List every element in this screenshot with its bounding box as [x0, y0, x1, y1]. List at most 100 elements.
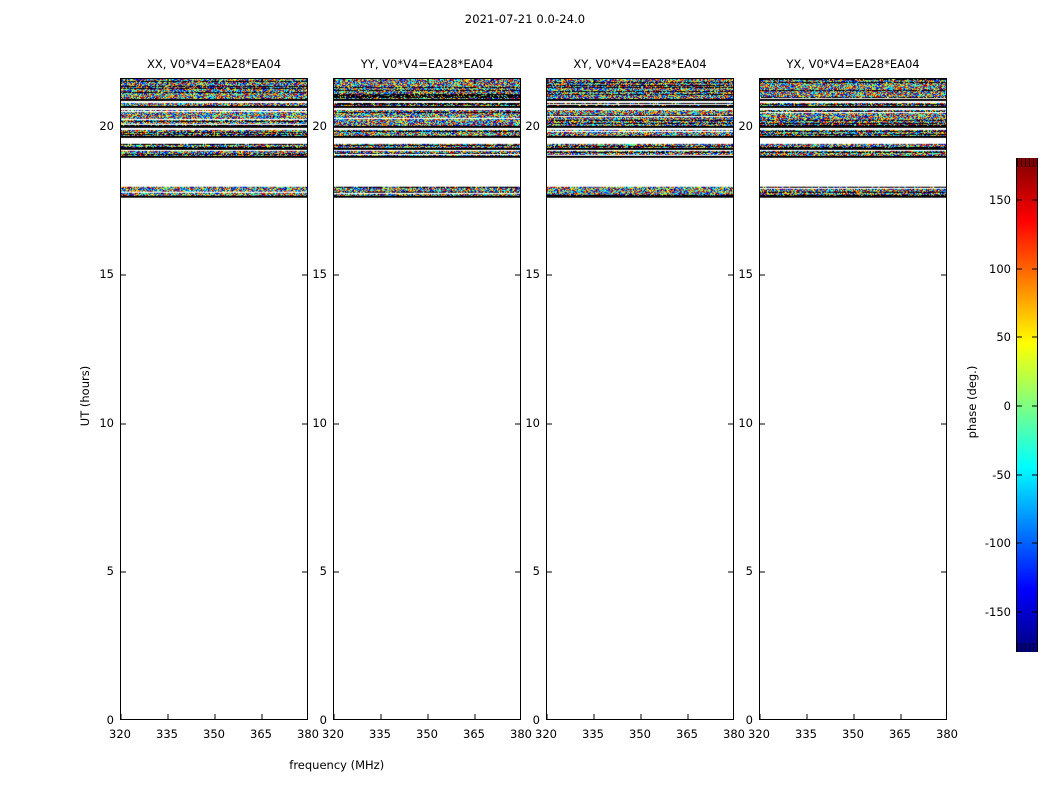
x-tick-label: 350	[842, 727, 864, 741]
y-tick-label: 5	[745, 564, 753, 579]
x-tick-mark	[380, 79, 382, 84]
y-tick-mark	[334, 274, 339, 276]
y-tick-mark	[121, 126, 126, 128]
y-tick-label: 10	[525, 415, 540, 430]
x-tick-mark	[593, 79, 595, 84]
x-tick-mark	[687, 79, 689, 84]
x-tick-mark	[261, 714, 263, 719]
y-tick-label: 20	[312, 118, 327, 133]
colorbar-tick-label: -100	[984, 536, 1011, 551]
x-tick-mark	[947, 79, 948, 84]
colorbar-tick-mark	[1017, 268, 1022, 270]
y-tick-mark	[760, 274, 765, 276]
x-tick-mark	[308, 714, 309, 719]
y-tick-mark	[547, 126, 552, 128]
x-tick-mark	[427, 79, 429, 84]
y-tick-mark	[334, 423, 339, 425]
x-tick-mark	[734, 714, 735, 719]
y-tick-label: 5	[319, 564, 327, 579]
y-tick-mark	[121, 274, 126, 276]
colorbar[interactable]: -150 -100 -50 0 50 100 150	[985, 158, 1038, 652]
subplot-xx: XX, V0*V4=EA28*EA04 0 5 10 15 20 320 335 350 365 3…	[99, 57, 319, 741]
y-tick-mark	[941, 274, 946, 276]
subplot-yy: YY, V0*V4=EA28*EA04 0 5 10 15 20 320 335 350 365 3…	[312, 57, 532, 741]
y-tick-label: 10	[99, 415, 114, 430]
x-tick-mark	[521, 714, 522, 719]
x-tick-label: 335	[369, 727, 391, 741]
colorbar-extend-top-hatch	[1017, 158, 1037, 167]
colorbar-tick-label: 150	[989, 193, 1011, 208]
y-tick-label: 15	[738, 267, 753, 282]
y-tick-mark	[941, 126, 946, 128]
x-tick-mark	[853, 714, 855, 719]
y-tick-mark	[121, 423, 126, 425]
x-tick-mark	[640, 714, 642, 719]
colorbar-tick-mark	[1017, 336, 1022, 338]
colorbar-label: phase (deg.)	[965, 365, 979, 439]
plot-area-xx[interactable]	[120, 78, 308, 720]
y-tick-mark	[334, 126, 339, 128]
x-tick-label: 365	[676, 727, 698, 741]
x-tick-mark	[334, 79, 335, 84]
y-tick-label: 20	[525, 118, 540, 133]
y-tick-mark	[728, 423, 733, 425]
x-tick-label: 350	[629, 727, 651, 741]
x-tick-mark	[947, 714, 948, 719]
colorbar-tick-label: 50	[996, 330, 1011, 345]
x-tick-mark	[261, 79, 263, 84]
x-tick-label: 320	[535, 727, 557, 741]
x-tick-mark	[121, 79, 122, 84]
x-tick-mark	[214, 79, 216, 84]
y-tick-mark	[760, 126, 765, 128]
y-tick-label: 15	[99, 267, 114, 282]
x-tick-mark	[760, 79, 761, 84]
y-tick-mark	[302, 274, 307, 276]
y-tick-mark	[547, 571, 552, 573]
colorbar-tick-mark	[1032, 405, 1037, 407]
x-tick-mark	[900, 79, 902, 84]
x-tick-label: 350	[203, 727, 225, 741]
y-tick-mark	[728, 571, 733, 573]
colorbar-tick-mark	[1017, 474, 1022, 476]
y-tick-label: 10	[738, 415, 753, 430]
colorbar-tick-mark	[1017, 199, 1022, 201]
y-tick-label: 15	[525, 267, 540, 282]
plot-area-xy[interactable]	[546, 78, 734, 720]
colorbar-extend-bottom-hatch	[1017, 643, 1037, 652]
colorbar-tick-mark	[1032, 542, 1037, 544]
x-tick-mark	[474, 714, 476, 719]
x-tick-mark	[308, 79, 309, 84]
colorbar-tick-label: -150	[984, 604, 1011, 619]
x-tick-label: 380	[723, 727, 745, 741]
y-tick-label: 5	[532, 564, 540, 579]
plot-area-yx[interactable]	[759, 78, 947, 720]
x-tick-mark	[806, 714, 808, 719]
y-tick-mark	[515, 274, 520, 276]
x-tick-mark	[593, 714, 595, 719]
plot-area-yy[interactable]	[333, 78, 521, 720]
x-tick-label: 365	[463, 727, 485, 741]
x-tick-mark	[167, 79, 169, 84]
x-tick-mark	[214, 714, 216, 719]
x-tick-mark	[640, 79, 642, 84]
x-tick-label: 380	[936, 727, 958, 741]
subplot-yx: YX, V0*V4=EA28*EA04 0 5 10 15 20 320 335 350 365 3…	[738, 57, 958, 741]
y-tick-label: 0	[106, 713, 114, 727]
x-tick-mark	[547, 714, 548, 719]
y-tick-mark	[121, 571, 126, 573]
y-tick-mark	[515, 126, 520, 128]
x-tick-mark	[474, 79, 476, 84]
x-tick-mark	[521, 79, 522, 84]
heatmap-image-yy	[334, 79, 520, 719]
heatmap-image-xx	[121, 79, 307, 719]
x-tick-mark	[806, 79, 808, 84]
y-tick-label: 5	[106, 564, 114, 579]
x-tick-label: 320	[322, 727, 344, 741]
y-tick-mark	[760, 423, 765, 425]
x-tick-label: 335	[795, 727, 817, 741]
y-axis-label: UT (hours)	[78, 365, 92, 427]
colorbar-tick-mark	[1032, 474, 1037, 476]
y-tick-label: 20	[99, 118, 114, 133]
y-tick-mark	[760, 571, 765, 573]
